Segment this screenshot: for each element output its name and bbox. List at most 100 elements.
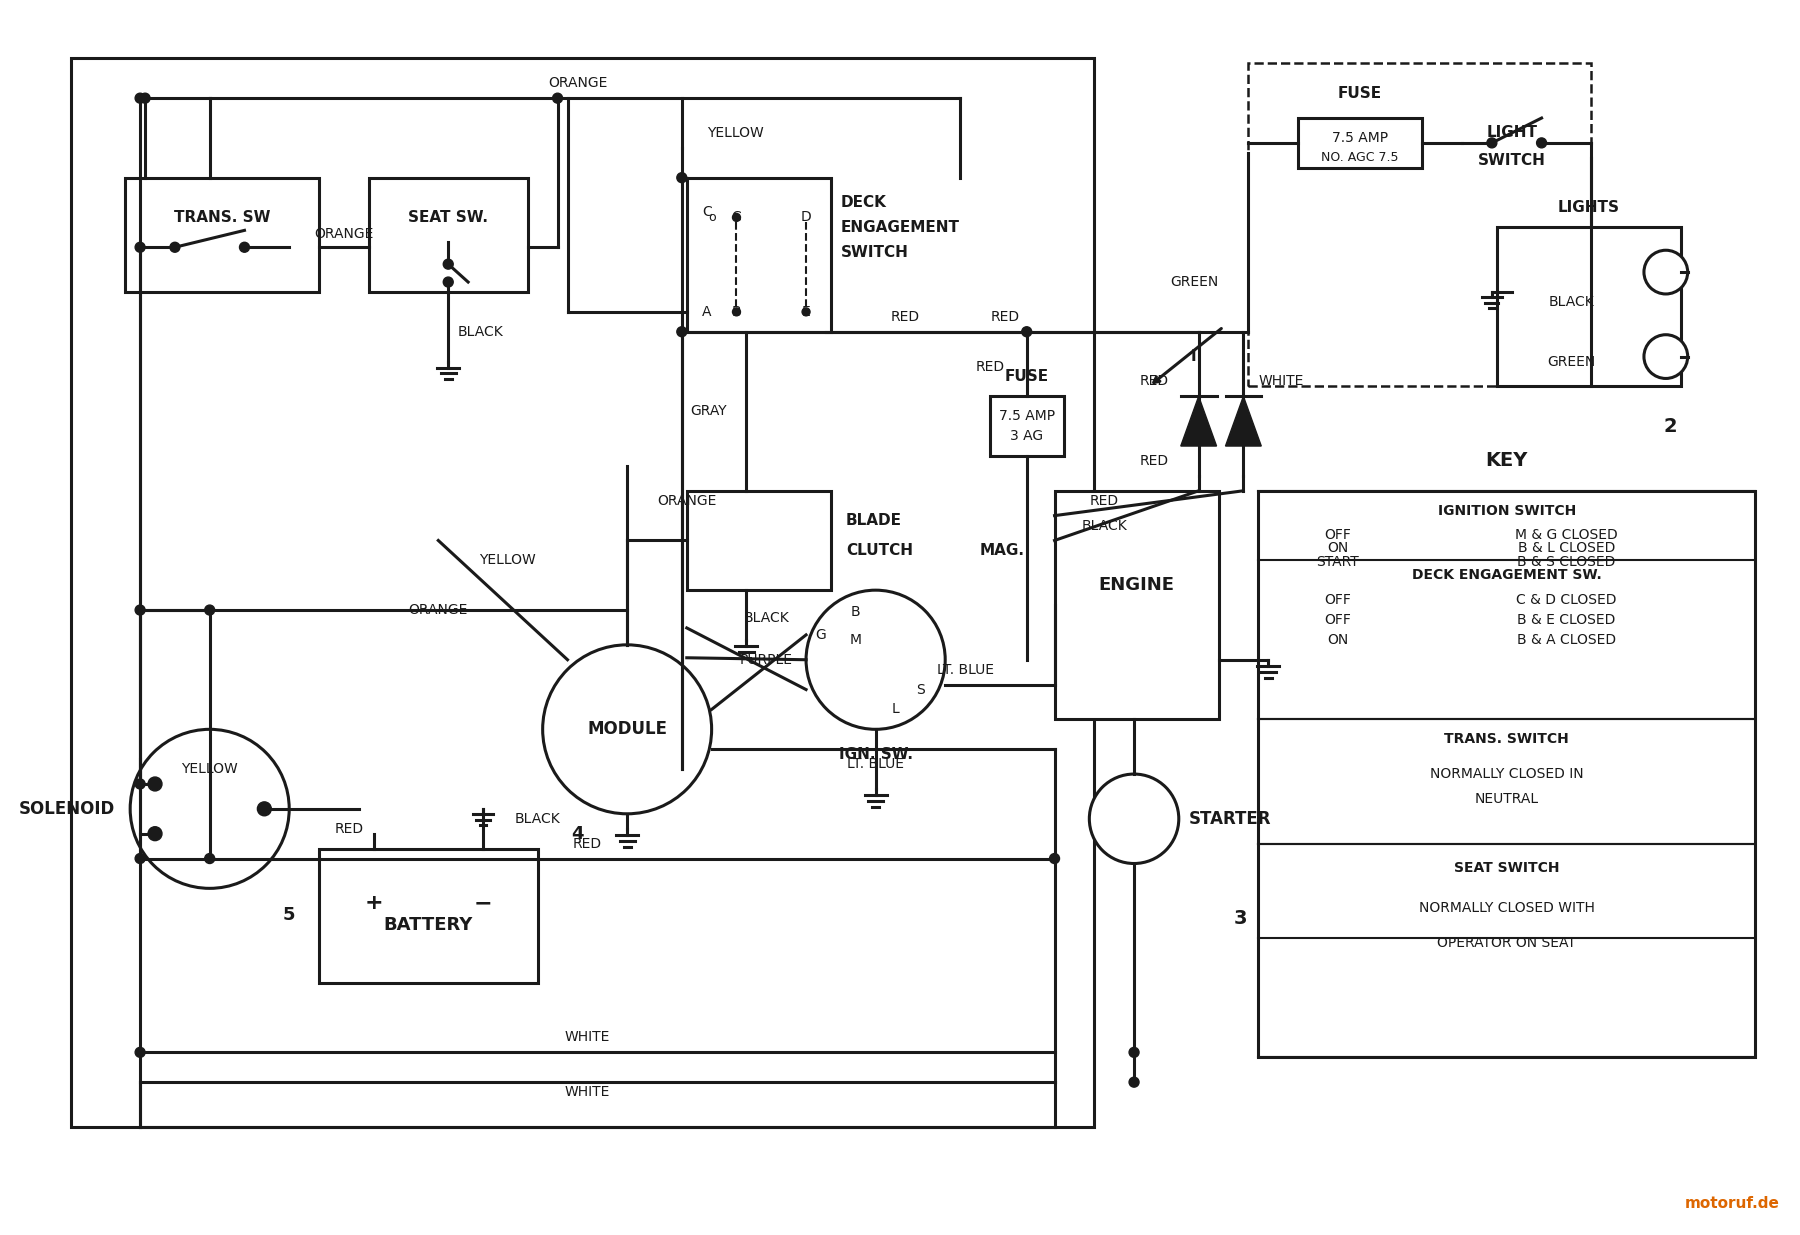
Text: YELLOW: YELLOW bbox=[707, 126, 763, 140]
Text: OFF: OFF bbox=[1325, 529, 1352, 542]
Bar bbox=[1498, 227, 1681, 387]
Circle shape bbox=[205, 605, 214, 615]
Circle shape bbox=[1049, 853, 1060, 863]
Text: ORANGE: ORANGE bbox=[409, 603, 468, 618]
Text: L: L bbox=[891, 703, 900, 716]
Text: I: I bbox=[1192, 350, 1197, 364]
Text: BLACK: BLACK bbox=[515, 811, 560, 826]
Text: E: E bbox=[801, 305, 810, 319]
Text: 2: 2 bbox=[1663, 416, 1678, 436]
Circle shape bbox=[677, 327, 688, 337]
Circle shape bbox=[803, 308, 810, 316]
Circle shape bbox=[1537, 138, 1546, 148]
Text: SWITCH: SWITCH bbox=[1478, 153, 1546, 168]
Circle shape bbox=[1487, 138, 1498, 148]
Text: RED: RED bbox=[990, 310, 1019, 324]
Circle shape bbox=[806, 590, 945, 730]
Circle shape bbox=[135, 853, 146, 863]
Text: BLACK: BLACK bbox=[457, 325, 502, 338]
Text: +: + bbox=[364, 893, 383, 913]
Text: PURPLE: PURPLE bbox=[740, 653, 792, 667]
Text: RED: RED bbox=[1089, 494, 1120, 508]
Text: WHITE: WHITE bbox=[1258, 374, 1303, 389]
Circle shape bbox=[1129, 1047, 1139, 1057]
Text: WHITE: WHITE bbox=[565, 1030, 610, 1045]
Text: MAG.: MAG. bbox=[979, 543, 1024, 558]
Text: DECK: DECK bbox=[841, 195, 887, 210]
Text: GREEN: GREEN bbox=[1170, 275, 1219, 289]
Text: B & L CLOSED: B & L CLOSED bbox=[1517, 541, 1615, 556]
Text: NEUTRAL: NEUTRAL bbox=[1474, 792, 1539, 806]
Text: KEY: KEY bbox=[1485, 452, 1528, 471]
Bar bbox=[126, 178, 319, 291]
Text: RED: RED bbox=[572, 836, 601, 851]
Text: LIGHTS: LIGHTS bbox=[1557, 200, 1620, 215]
Circle shape bbox=[1022, 327, 1031, 337]
Text: NO. AGC 7.5: NO. AGC 7.5 bbox=[1321, 152, 1399, 164]
Circle shape bbox=[733, 214, 740, 221]
Text: IGN. SW.: IGN. SW. bbox=[839, 747, 913, 762]
Text: D: D bbox=[801, 210, 812, 225]
Text: ENGINE: ENGINE bbox=[1098, 577, 1174, 594]
Text: 5: 5 bbox=[283, 906, 295, 924]
Circle shape bbox=[135, 93, 146, 104]
Circle shape bbox=[140, 93, 149, 104]
Text: YELLOW: YELLOW bbox=[182, 762, 238, 776]
Text: 7.5 AMP: 7.5 AMP bbox=[1332, 131, 1388, 144]
Text: FUSE: FUSE bbox=[1004, 369, 1049, 384]
Text: FUSE: FUSE bbox=[1337, 85, 1382, 101]
Text: 3 AG: 3 AG bbox=[1010, 429, 1044, 443]
Polygon shape bbox=[1181, 396, 1217, 446]
Circle shape bbox=[148, 826, 162, 841]
Circle shape bbox=[1643, 251, 1688, 294]
Text: C & D CLOSED: C & D CLOSED bbox=[1516, 593, 1616, 608]
Text: DECK ENGAGEMENT SW.: DECK ENGAGEMENT SW. bbox=[1411, 568, 1602, 582]
Bar bbox=[1055, 490, 1219, 719]
Bar bbox=[688, 178, 832, 332]
Text: ON: ON bbox=[1327, 541, 1348, 556]
Circle shape bbox=[443, 277, 454, 287]
Text: RED: RED bbox=[891, 310, 920, 324]
Text: ORANGE: ORANGE bbox=[315, 227, 374, 241]
Text: IGNITION SWITCH: IGNITION SWITCH bbox=[1438, 504, 1577, 517]
Circle shape bbox=[677, 173, 688, 183]
Text: TRANS. SWITCH: TRANS. SWITCH bbox=[1444, 732, 1570, 746]
Bar bbox=[369, 178, 527, 291]
Text: B & E CLOSED: B & E CLOSED bbox=[1517, 613, 1616, 627]
Circle shape bbox=[135, 1047, 146, 1057]
Text: M & G CLOSED: M & G CLOSED bbox=[1516, 529, 1618, 542]
Text: B & A CLOSED: B & A CLOSED bbox=[1517, 632, 1616, 647]
Bar bbox=[688, 490, 832, 590]
Text: MODULE: MODULE bbox=[587, 720, 668, 739]
Circle shape bbox=[169, 242, 180, 252]
Bar bbox=[319, 848, 538, 983]
Text: STARTER: STARTER bbox=[1188, 810, 1271, 827]
Bar bbox=[1298, 119, 1422, 168]
Text: START: START bbox=[1316, 556, 1359, 569]
Text: RED: RED bbox=[976, 359, 1004, 373]
Text: SOLENOID: SOLENOID bbox=[20, 800, 115, 818]
Text: C: C bbox=[731, 210, 742, 225]
Text: S: S bbox=[916, 683, 925, 697]
Text: WHITE: WHITE bbox=[565, 1086, 610, 1099]
Circle shape bbox=[135, 242, 146, 252]
Text: SWITCH: SWITCH bbox=[841, 245, 909, 259]
Text: ON: ON bbox=[1327, 632, 1348, 647]
Text: −: − bbox=[473, 893, 493, 913]
Text: A: A bbox=[702, 305, 711, 319]
Text: ENGAGEMENT: ENGAGEMENT bbox=[841, 220, 959, 235]
Text: 3: 3 bbox=[1233, 909, 1247, 927]
Circle shape bbox=[1089, 774, 1179, 863]
Text: GRAY: GRAY bbox=[689, 404, 727, 419]
Text: C: C bbox=[702, 205, 711, 220]
Text: OFF: OFF bbox=[1325, 613, 1352, 627]
Circle shape bbox=[1643, 335, 1688, 378]
Text: 4: 4 bbox=[571, 825, 583, 842]
Text: LIGHT: LIGHT bbox=[1487, 126, 1537, 141]
Circle shape bbox=[130, 730, 290, 888]
Text: YELLOW: YELLOW bbox=[479, 553, 536, 567]
Circle shape bbox=[239, 242, 250, 252]
Bar bbox=[70, 58, 1094, 1126]
Text: GREEN: GREEN bbox=[1548, 354, 1595, 368]
Text: BLACK: BLACK bbox=[1548, 295, 1595, 309]
